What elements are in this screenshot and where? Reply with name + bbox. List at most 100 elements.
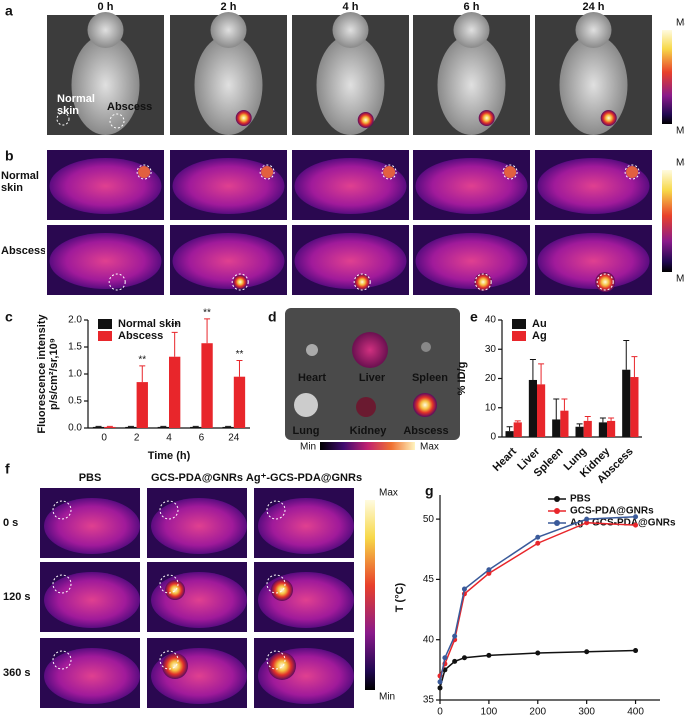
colorbar [365, 500, 375, 690]
error-bar [192, 425, 199, 427]
line [439, 649, 636, 689]
significance: ** [236, 349, 244, 360]
organ-label: Heart [298, 372, 326, 384]
scale-bar [320, 442, 415, 450]
error-bar [529, 358, 536, 380]
line [439, 515, 636, 683]
y-tick-label: 1.0 [68, 369, 82, 380]
point [486, 652, 492, 658]
y-tick-label: 0.0 [68, 423, 82, 434]
colorbar-max: Max [676, 158, 685, 169]
hotspot [504, 166, 517, 178]
error-bar [106, 425, 113, 427]
roi-circle [259, 164, 275, 180]
legend-swatch [512, 331, 526, 341]
organ [356, 397, 376, 417]
timepoint-label: 2 h [221, 1, 237, 13]
hotspot [600, 110, 617, 126]
bar [190, 426, 202, 428]
mouse-body [49, 233, 162, 289]
point [584, 516, 590, 522]
legend-label: Ag [532, 330, 547, 342]
mouse-body [537, 233, 650, 289]
bar [598, 422, 607, 437]
panel-letter: g [425, 483, 434, 499]
bar [630, 377, 639, 437]
panel-letter: a [5, 3, 13, 19]
colorbar-min: Min [676, 126, 685, 137]
x-tick-label: 200 [529, 707, 546, 716]
mouse-head [332, 12, 369, 48]
row-label: 120 s [3, 591, 31, 603]
legend-label: Abscess [118, 330, 163, 342]
x-axis-label: Time (h) [148, 450, 191, 462]
organ-label: Lung [293, 425, 320, 437]
bar [157, 426, 169, 428]
mouse-body [151, 572, 247, 628]
bar [513, 422, 522, 437]
error-bar [576, 423, 583, 427]
significance: ** [171, 321, 179, 332]
mouse-body [294, 233, 407, 289]
point [633, 522, 639, 528]
roi-circle [266, 500, 286, 520]
organ [306, 344, 318, 356]
error-bar [236, 360, 243, 377]
error-bar [623, 339, 630, 370]
hotspot [138, 166, 151, 178]
hotspot [357, 112, 374, 128]
hotspot [162, 653, 188, 679]
error-bar [553, 398, 560, 420]
organ-label: Abscess [403, 425, 448, 437]
panel-letter: d [268, 309, 277, 325]
x-tick-label: 0 [101, 433, 107, 444]
mouse-body [44, 572, 140, 628]
roi-circle [381, 164, 397, 180]
bar [622, 369, 631, 437]
point [437, 685, 443, 691]
column-label: PBS [79, 472, 102, 484]
roi-circle [56, 112, 70, 126]
error-bar [561, 398, 568, 411]
roi-circle [596, 273, 614, 291]
y-tick-label: 0.5 [68, 396, 82, 407]
bar [552, 419, 561, 437]
column-label: Ag⁺-GCS-PDA@GNRs [246, 472, 362, 484]
legend-marker [554, 508, 560, 514]
bar [233, 376, 246, 428]
mouse-body [294, 158, 407, 214]
organ [294, 393, 318, 417]
panel-letter: c [5, 309, 13, 325]
hotspot [261, 166, 274, 178]
significance: ** [203, 308, 211, 319]
bar [528, 379, 537, 437]
mouse-body [172, 233, 285, 289]
mouse-head [453, 12, 490, 48]
panel-letter: f [5, 461, 10, 477]
mouse-head [87, 12, 124, 48]
point [633, 514, 639, 520]
x-tick-label: 300 [578, 707, 595, 716]
column-label: GCS-PDA@GNRs [151, 472, 243, 484]
error-bar [631, 356, 638, 378]
y-tick-label: 40 [485, 315, 497, 326]
x-tick-label: 100 [481, 707, 498, 716]
colorbar-max: Max [379, 488, 398, 499]
point [486, 567, 492, 573]
mouse-body [49, 158, 162, 214]
hotspot [474, 273, 493, 291]
error-bar [225, 425, 232, 427]
roi-circle [624, 164, 640, 180]
y-tick-label: 45 [423, 574, 435, 585]
label-box: Normal skin [57, 93, 95, 117]
mouse-body [151, 648, 247, 704]
point [452, 658, 458, 664]
error-bar [171, 331, 178, 357]
hotspot [354, 274, 371, 290]
point [452, 633, 458, 639]
error-bar [608, 417, 615, 421]
legend-label: Ag⁺-GCS-PDA@GNRs [570, 518, 676, 529]
error-bar [160, 425, 167, 427]
